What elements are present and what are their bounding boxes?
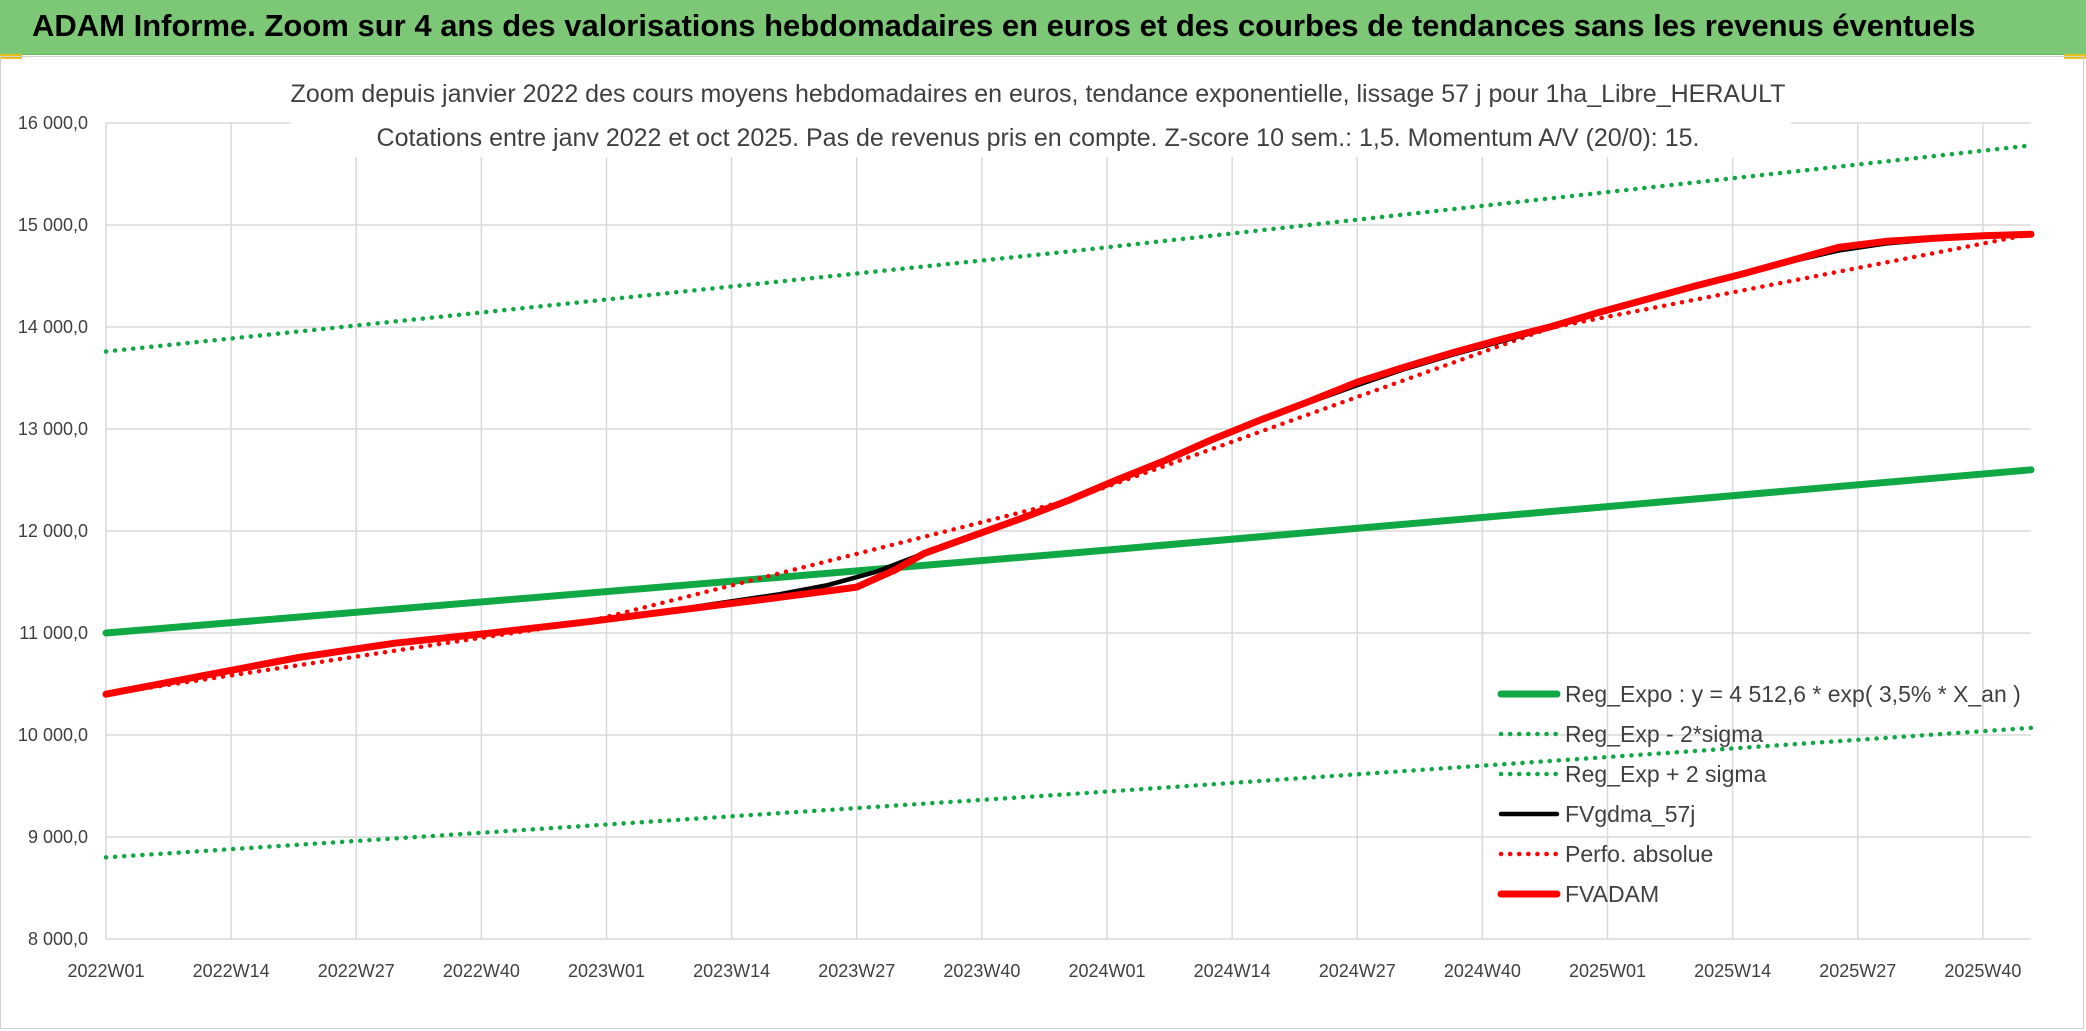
y-tick-label: 10 000,0 [18,725,88,745]
chart-series [102,143,2035,860]
y-tick-label: 13 000,0 [18,419,88,439]
y-tick-label: 16 000,0 [18,113,88,133]
x-tick-label: 2022W01 [67,961,144,981]
x-tick-label: 2023W01 [568,961,645,981]
x-tick-label: 2025W27 [1819,961,1896,981]
x-tick-label: 2022W14 [193,961,270,981]
x-tick-label: 2022W27 [318,961,395,981]
x-tick-label: 2023W14 [693,961,770,981]
series-line-reg-expo-y-4-512-6-exp-3-5-x-an [102,466,2035,637]
chart: 8 000,0 9 000,0 10 000,0 11 000,0 12 000,0 13… [18,71,2035,981]
y-tick-label: 15 000,0 [18,215,88,235]
legend-label-fvgdma-57j: FVgdma_57j [1565,801,1695,827]
legend-label-perfo-absolue: Perfo. absolue [1565,841,1713,867]
y-axis: 8 000,0 9 000,0 10 000,0 11 000,0 12 000,0 13… [18,113,88,949]
series-line-fvgdma-57j [103,232,2034,697]
y-tick-label: 8 000,0 [28,929,88,949]
y-tick-label: 12 000,0 [18,521,88,541]
y-tick-label: 11 000,0 [19,623,88,643]
x-tick-label: 2025W14 [1694,961,1771,981]
x-tick-label: 2024W40 [1444,961,1521,981]
chart-title-background [291,71,1791,157]
series-line-reg-exp-2-sigma [103,143,2034,354]
header-title: ADAM Informe. Zoom sur 4 ans des valoris… [32,8,1976,43]
header-bar: ADAM Informe. Zoom sur 4 ans des valoris… [0,0,2086,55]
x-tick-label: 2025W01 [1569,961,1646,981]
y-tick-label: 9 000,0 [28,827,88,847]
legend-label-reg-exp-2-sigma: Reg_Exp + 2 sigma [1565,761,1767,787]
y-tick-label: 14 000,0 [18,317,88,337]
x-tick-label: 2024W01 [1068,961,1145,981]
legend-label-reg-exp-2-sigma: Reg_Exp - 2*sigma [1565,721,1763,747]
x-tick-label: 2024W27 [1319,961,1396,981]
legend-label-fvadam: FVADAM [1565,881,1659,907]
series-line-reg-exp-2-sigma [103,725,2034,860]
chart-subtitle: Cotations entre janv 2022 et oct 2025. P… [377,124,1700,152]
series-line-perfo-absolue [103,231,2034,697]
x-tick-label: 2024W14 [1194,961,1271,981]
legend-label-reg-expo-y-4-512-6-exp-3-5-x-an: Reg_Expo : y = 4 512,6 * exp( 3,5% * X_a… [1565,681,2021,707]
x-tick-label: 2023W40 [943,961,1020,981]
chart-title: Zoom depuis janvier 2022 des cours moyen… [291,80,1786,108]
chart-area: 8 000,0 9 000,0 10 000,0 11 000,0 12 000,0 13… [0,56,2084,1029]
chart-gridlines [105,122,2031,940]
x-tick-label: 2023W27 [818,961,895,981]
series-line-fvadam [102,230,2035,698]
x-axis: 2022W01 2022W14 2022W27 2022W40 2023W01 2023W… [67,961,2021,981]
x-tick-label: 2022W40 [443,961,520,981]
chart-legend[interactable]: Reg_Expo : y = 4 512,6 * exp( 3,5% * X_a… [1497,681,2021,907]
x-tick-label: 2025W40 [1944,961,2021,981]
